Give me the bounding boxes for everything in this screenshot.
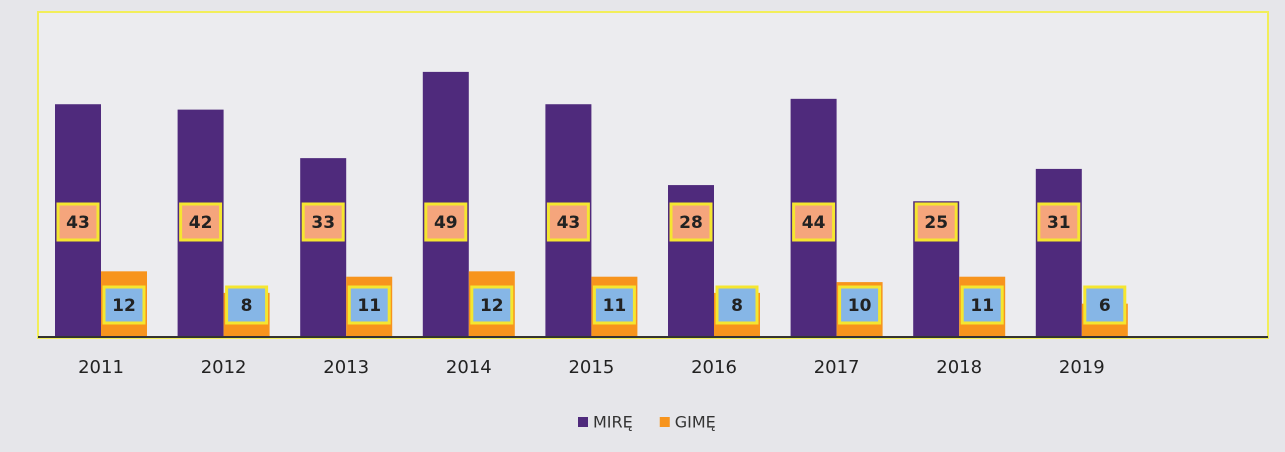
- x-tick-label: 2013: [323, 357, 369, 378]
- legend-label: MIRĘ: [593, 413, 633, 432]
- data-label: 33: [311, 213, 335, 233]
- data-label: 42: [189, 213, 213, 233]
- data-label: 10: [848, 296, 872, 316]
- data-label-box: [179, 202, 223, 242]
- data-label-box: [838, 285, 882, 325]
- bar: [300, 158, 347, 336]
- data-label: 11: [357, 296, 381, 316]
- data-label-box: [301, 202, 345, 242]
- data-label-box: [56, 202, 100, 242]
- x-tick-label: 2016: [691, 357, 737, 378]
- data-label: 8: [731, 296, 743, 316]
- x-tick-label: 2012: [201, 357, 247, 378]
- data-label: 49: [434, 213, 458, 233]
- bar: [1035, 168, 1082, 336]
- data-label-box: [546, 202, 590, 242]
- data-label-box: [715, 285, 759, 325]
- x-tick-label: 2018: [936, 357, 982, 378]
- data-label: 12: [480, 296, 504, 316]
- data-label-box: [1083, 285, 1127, 325]
- x-tick-label: 2014: [446, 357, 492, 378]
- legend-swatch: [659, 417, 670, 427]
- data-label-box: [102, 285, 146, 325]
- data-label-box: [592, 285, 636, 325]
- data-label: 25: [924, 213, 948, 233]
- data-label-box: [914, 202, 958, 242]
- data-label: 8: [241, 296, 253, 316]
- data-label-box: [669, 202, 713, 242]
- data-label-box: [470, 285, 514, 325]
- legend-label: GIMĘ: [675, 413, 716, 432]
- data-label: 11: [603, 296, 627, 316]
- legend-swatch: [578, 417, 588, 427]
- data-label: 28: [679, 213, 703, 233]
- data-label-box: [225, 285, 269, 325]
- data-label-box: [960, 285, 1004, 325]
- data-label: 6: [1099, 296, 1111, 316]
- x-tick-label: 2017: [814, 357, 860, 378]
- data-label: 11: [970, 296, 994, 316]
- data-label-box: [1037, 202, 1081, 242]
- data-label-box: [792, 202, 836, 242]
- data-label-box: [347, 285, 391, 325]
- data-label: 12: [112, 296, 136, 316]
- x-tick-label: 2015: [568, 357, 614, 378]
- data-label: 31: [1047, 213, 1071, 233]
- x-tick-label: 2011: [78, 357, 124, 378]
- data-label-box: [424, 202, 468, 242]
- data-label: 44: [802, 213, 826, 233]
- data-label: 43: [66, 213, 90, 233]
- x-tick-label: 2019: [1059, 357, 1105, 378]
- data-label: 43: [557, 213, 581, 233]
